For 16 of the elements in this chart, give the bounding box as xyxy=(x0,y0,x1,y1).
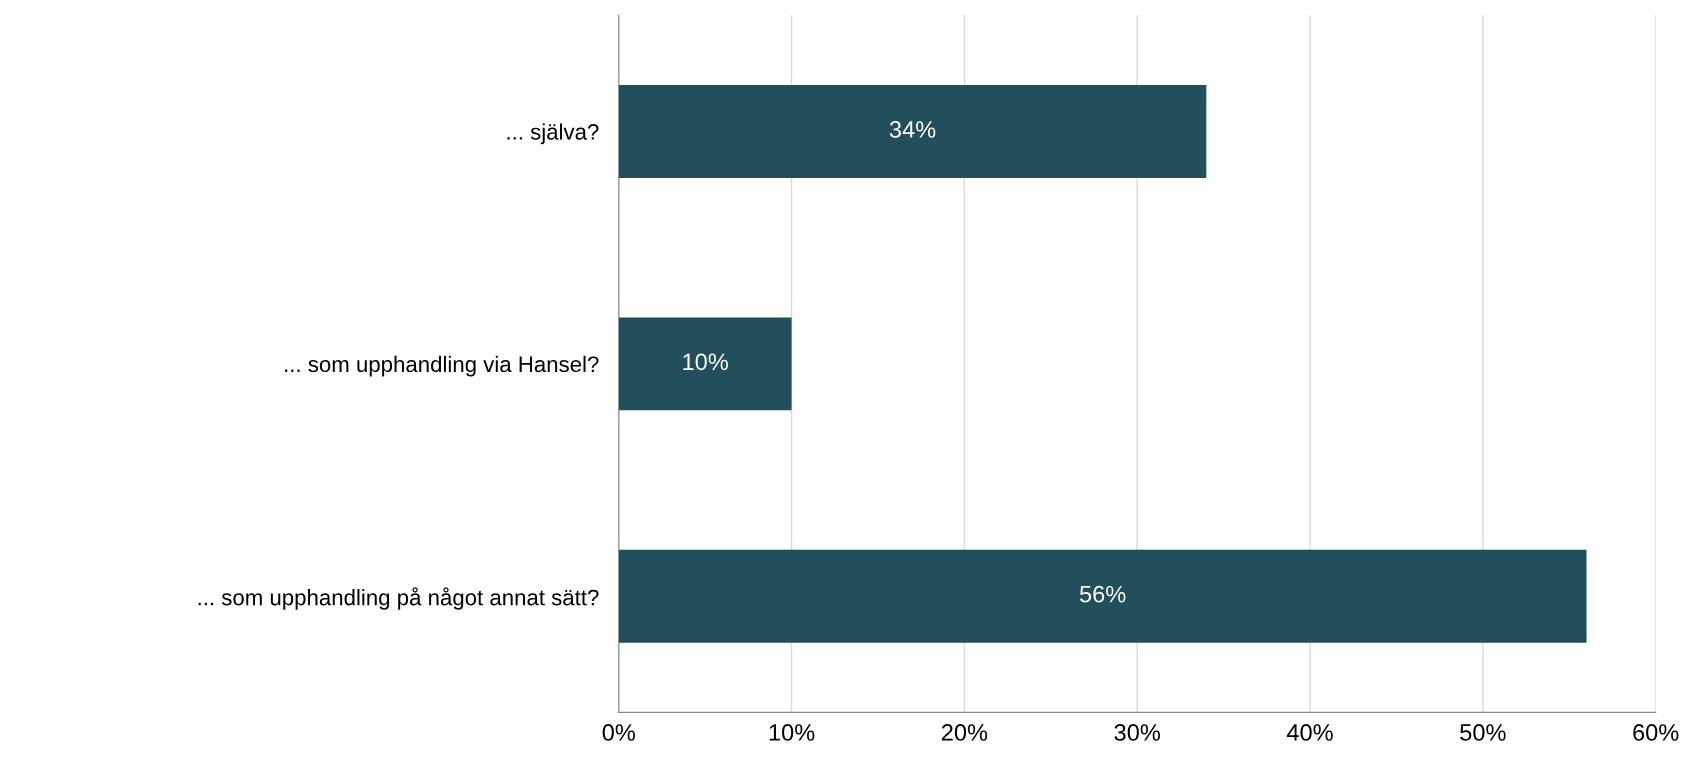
x-tick-label: 20% xyxy=(941,724,988,741)
bar xyxy=(618,549,1587,643)
bar xyxy=(618,85,1207,178)
data-label: 56% xyxy=(1079,585,1126,603)
y-tick-label: ... som upphandling på något annat sätt? xyxy=(198,587,599,610)
data-label: 34% xyxy=(889,121,936,138)
bar xyxy=(618,317,792,411)
x-tick-label: 10% xyxy=(769,724,815,741)
y-tick-label: ... själva? xyxy=(507,123,599,145)
x-tick-label: 40% xyxy=(1286,724,1333,741)
x-tick-label: 50% xyxy=(1460,724,1506,741)
y-tick-label: ... som upphandling via Hansel? xyxy=(285,355,599,377)
x-tick-label: 0% xyxy=(602,724,635,741)
x-tick-label: 60% xyxy=(1633,724,1679,741)
x-tick-label: 30% xyxy=(1114,724,1160,741)
data-label: 10% xyxy=(683,353,728,371)
